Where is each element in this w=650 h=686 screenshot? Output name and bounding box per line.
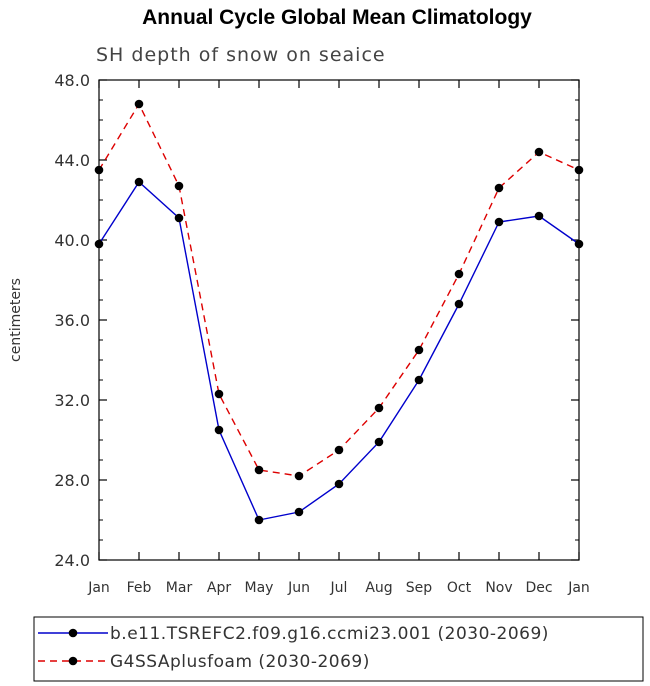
x-tick-label: Feb — [127, 580, 152, 596]
data-point — [374, 437, 384, 447]
y-tick-label: 44.0 — [54, 151, 90, 170]
x-axis: Jan Feb Mar Apr May Jun Jul Aug Sep Oct Nov Dec Jan — [87, 80, 590, 596]
data-point — [294, 507, 304, 517]
x-tick-label: Jan — [87, 580, 110, 596]
x-tick-label: Oct — [447, 580, 472, 596]
y-tick-label: 36.0 — [54, 311, 90, 330]
legend-marker — [68, 656, 78, 666]
data-point — [254, 465, 264, 475]
y-tick-label: 48.0 — [54, 71, 90, 90]
data-point — [134, 99, 144, 109]
legend-label: G4SSAplusfoam (2030-2069) — [110, 652, 370, 672]
data-point — [534, 147, 544, 157]
series-line — [98, 102, 580, 477]
x-tick-label: Aug — [365, 580, 392, 596]
x-tick-label: Jun — [287, 580, 310, 596]
x-tick-label: Nov — [485, 580, 512, 596]
y-axis-label: centimeters — [8, 278, 24, 362]
data-point — [254, 515, 264, 525]
data-point — [174, 181, 184, 191]
data-point — [574, 165, 584, 175]
data-point — [494, 217, 504, 227]
data-point — [294, 471, 304, 481]
data-point — [494, 183, 504, 193]
series-layer — [94, 99, 584, 525]
data-point — [334, 445, 344, 455]
x-tick-label: Jul — [330, 580, 348, 596]
x-tick-label: Mar — [166, 580, 193, 596]
legend-label: b.e11.TSREFC2.f09.g16.ccmi23.001 (2030-2… — [110, 624, 549, 644]
data-point — [174, 213, 184, 223]
x-tick-label: Jan — [567, 580, 590, 596]
legend-item-2: G4SSAplusfoam (2030-2069) — [38, 652, 370, 672]
series-2 — [94, 99, 584, 481]
legend-item-1: b.e11.TSREFC2.f09.g16.ccmi23.001 (2030-2… — [38, 624, 549, 644]
x-tick-label: Sep — [406, 580, 433, 596]
series-1 — [94, 177, 584, 525]
y-tick-label: 28.0 — [54, 471, 90, 490]
data-point — [574, 239, 584, 249]
data-point — [134, 177, 144, 187]
data-point — [534, 211, 544, 221]
data-point — [214, 425, 224, 435]
data-point — [94, 239, 104, 249]
series-line — [98, 180, 580, 521]
y-axis: 24.0 28.0 32.0 36.0 40.0 44.0 48.0 — [54, 71, 579, 570]
legend: b.e11.TSREFC2.f09.g16.ccmi23.001 (2030-2… — [33, 616, 644, 682]
y-tick-label: 40.0 — [54, 231, 90, 250]
x-tick-label: Apr — [207, 580, 231, 596]
data-point — [414, 345, 424, 355]
legend-marker — [68, 628, 78, 638]
data-point — [454, 299, 464, 309]
chart-subtitle: SH depth of snow on seaice — [96, 44, 386, 66]
data-point — [94, 165, 104, 175]
data-point — [414, 375, 424, 385]
y-tick-label: 24.0 — [54, 551, 90, 570]
x-tick-label: Dec — [525, 580, 552, 596]
y-tick-label: 32.0 — [54, 391, 90, 410]
data-point — [214, 389, 224, 399]
legend-box — [33, 616, 644, 682]
data-point — [454, 269, 464, 279]
data-point — [334, 479, 344, 489]
chart-title: Annual Cycle Global Mean Climatology — [142, 6, 532, 29]
x-tick-label: May — [245, 580, 274, 596]
data-point — [374, 403, 384, 413]
